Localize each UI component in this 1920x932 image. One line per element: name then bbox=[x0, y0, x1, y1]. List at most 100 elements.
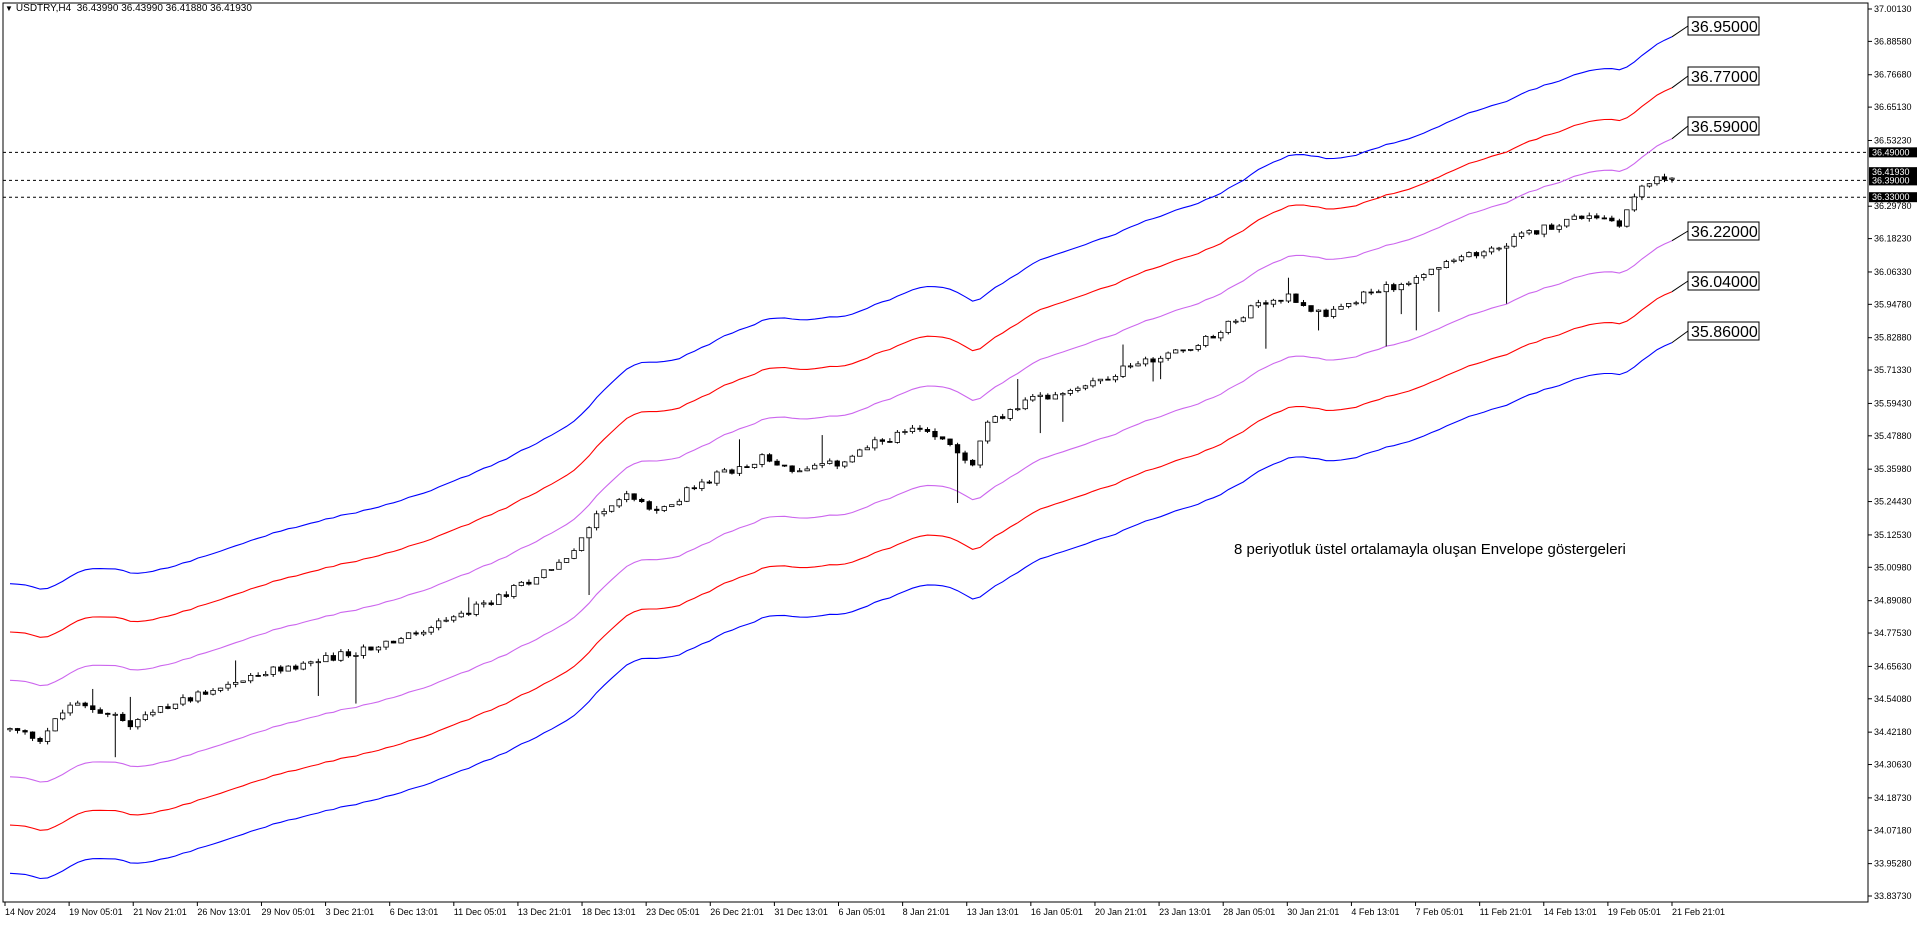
price-axis[interactable]: 37.00130 36.88580 36.76680 36.65130 36.53230… bbox=[1867, 3, 1917, 902]
candle bbox=[120, 712, 126, 722]
candle bbox=[812, 463, 818, 470]
x-tick-label: 13 Dec 21:01 bbox=[518, 907, 572, 917]
x-tick-label: 7 Feb 05:01 bbox=[1416, 907, 1464, 917]
candle bbox=[67, 702, 73, 716]
band-label: 36.04000 bbox=[1691, 274, 1758, 291]
candle bbox=[1180, 349, 1186, 353]
candle bbox=[157, 706, 164, 714]
band-label-box bbox=[1687, 221, 1760, 241]
y-tick-label: 34.30630 bbox=[1874, 760, 1912, 770]
candle bbox=[1112, 374, 1119, 383]
candle bbox=[977, 440, 983, 469]
x-tick-label: 20 Jan 21:01 bbox=[1095, 907, 1147, 917]
x-tick-label: 8 Jan 21:01 bbox=[903, 907, 950, 917]
y-tick-label: 36.76680 bbox=[1874, 70, 1912, 80]
symbol-header: ▼ USDTRY,H4 36.43990 36.43990 36.41880 36… bbox=[5, 3, 252, 14]
ohlc-values: 36.43990 36.43990 36.41880 36.41930 bbox=[76, 3, 252, 14]
candle bbox=[609, 505, 615, 513]
candle bbox=[1233, 319, 1239, 325]
candle bbox=[721, 467, 728, 473]
y-tick-label: 35.35980 bbox=[1874, 464, 1912, 474]
candle bbox=[751, 463, 758, 469]
candle bbox=[1503, 243, 1510, 304]
candle bbox=[1631, 193, 1637, 212]
candle bbox=[729, 468, 735, 475]
candle bbox=[1488, 246, 1495, 255]
candle bbox=[225, 681, 231, 691]
candle bbox=[887, 438, 893, 443]
candle bbox=[1428, 268, 1434, 276]
candle bbox=[1594, 213, 1600, 220]
x-tick-label: 26 Nov 13:01 bbox=[197, 907, 251, 917]
price-tag bbox=[1869, 147, 1917, 158]
candle bbox=[488, 600, 494, 606]
candle bbox=[82, 701, 88, 709]
candle bbox=[646, 500, 652, 511]
candle bbox=[1090, 377, 1096, 388]
candle bbox=[654, 505, 660, 514]
x-tick-label: 11 Dec 05:01 bbox=[454, 907, 507, 917]
band-label-connector bbox=[1671, 280, 1689, 293]
candle bbox=[7, 727, 13, 732]
candle bbox=[308, 660, 314, 667]
horizontal-lines[interactable] bbox=[3, 151, 1868, 198]
time-axis[interactable]: 14 Nov 2024 19 Nov 05:01 21 Nov 21:01 26 No… bbox=[3, 901, 1868, 917]
y-tick-label: 34.42180 bbox=[1874, 727, 1912, 737]
candle bbox=[1616, 218, 1622, 228]
candle bbox=[353, 652, 359, 704]
candle bbox=[563, 558, 570, 563]
candle bbox=[1007, 408, 1013, 421]
x-tick-label: 18 Dec 13:01 bbox=[582, 907, 636, 917]
price-tag bbox=[1869, 192, 1917, 203]
candle bbox=[232, 660, 239, 688]
candle bbox=[1473, 251, 1480, 259]
candle bbox=[1127, 363, 1134, 369]
candle bbox=[691, 485, 697, 491]
candle bbox=[804, 466, 810, 472]
y-tick-label: 36.53230 bbox=[1874, 135, 1912, 145]
candle bbox=[187, 696, 194, 703]
symbol-name: USDTRY,H4 bbox=[15, 3, 72, 14]
price-tag-label: 36.39000 bbox=[1872, 175, 1910, 185]
candle bbox=[556, 559, 562, 570]
band-label-box bbox=[1687, 321, 1760, 341]
candle bbox=[864, 445, 870, 451]
candle bbox=[473, 601, 479, 617]
price-tag-label: 36.33000 bbox=[1872, 192, 1910, 202]
band-label-connector bbox=[1671, 230, 1689, 242]
candle bbox=[1037, 392, 1043, 434]
envelope-inner-upper bbox=[9, 138, 1673, 687]
candle bbox=[1030, 393, 1036, 402]
band-value-labels: 36.95000 36.77000 36.59000 36.22000 36.04000… bbox=[1671, 16, 1760, 344]
candle bbox=[1248, 304, 1254, 319]
band-label-connector bbox=[1671, 330, 1689, 344]
candle bbox=[435, 618, 442, 631]
candle bbox=[827, 458, 833, 465]
candle bbox=[420, 630, 427, 637]
candle bbox=[736, 439, 743, 476]
dropdown-triangle-icon[interactable]: ▼ bbox=[5, 4, 13, 13]
candle bbox=[1263, 300, 1269, 349]
candle bbox=[962, 450, 968, 464]
candle bbox=[1481, 250, 1487, 259]
candle bbox=[1203, 335, 1209, 348]
candle bbox=[240, 680, 246, 683]
y-tick-label: 36.88580 bbox=[1874, 36, 1912, 46]
x-tick-label: 28 Jan 05:01 bbox=[1223, 907, 1275, 917]
candle bbox=[1541, 224, 1547, 238]
y-tick-label: 35.24430 bbox=[1874, 497, 1912, 507]
candle bbox=[293, 664, 299, 671]
candle bbox=[616, 498, 622, 509]
candle bbox=[1436, 267, 1442, 312]
candle bbox=[1195, 344, 1201, 352]
candle bbox=[1526, 229, 1532, 236]
candle bbox=[1534, 230, 1540, 235]
candle bbox=[661, 505, 667, 513]
x-tick-label: 14 Nov 2024 bbox=[5, 907, 56, 917]
candle bbox=[834, 459, 840, 470]
annotation-text: 8 periyotluk üstel ortalamayla oluşan En… bbox=[1234, 541, 1626, 558]
candle bbox=[481, 600, 487, 608]
band-label: 36.59000 bbox=[1691, 119, 1758, 136]
